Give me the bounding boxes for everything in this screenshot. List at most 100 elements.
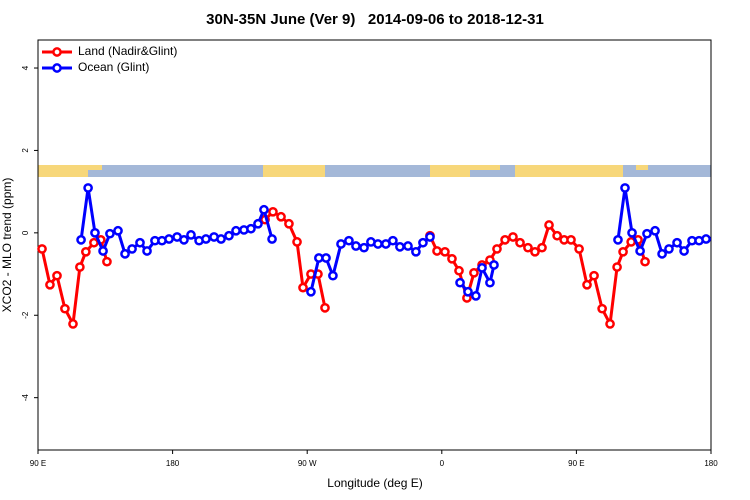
x-axis-label: Longitude (deg E) <box>327 476 422 490</box>
data-point <box>589 270 599 281</box>
data-point <box>292 237 302 247</box>
data-point <box>336 239 346 249</box>
data-point <box>259 204 269 215</box>
data-point <box>306 286 316 297</box>
data-point <box>508 232 518 242</box>
data-point <box>179 234 189 245</box>
data-point <box>388 235 398 246</box>
data-point <box>359 242 369 253</box>
land-strip <box>430 165 470 177</box>
data-point <box>454 265 464 276</box>
land-strip <box>263 165 325 177</box>
data-point <box>276 211 286 222</box>
data-point <box>37 244 47 254</box>
data-point <box>75 262 85 272</box>
y-tick-label: 0 <box>21 230 30 235</box>
data-point <box>45 279 55 290</box>
data-point <box>98 246 108 256</box>
data-point <box>267 234 277 244</box>
data-point <box>231 225 241 236</box>
data-point <box>432 246 442 256</box>
data-point <box>664 244 674 254</box>
data-point <box>320 302 330 313</box>
data-point <box>523 242 533 253</box>
data-point <box>440 246 450 257</box>
data-point <box>76 234 86 245</box>
x-tick-label: 90 E <box>568 459 584 468</box>
data-point <box>105 228 115 239</box>
data-point <box>618 246 628 257</box>
x-tick-label: 0 <box>440 459 445 468</box>
data-point <box>268 206 278 217</box>
legend-label: Land (Nadir&Glint) <box>78 44 177 58</box>
land-strip <box>636 165 648 170</box>
data-point <box>485 277 495 288</box>
data-point <box>284 218 294 229</box>
data-point <box>395 242 405 252</box>
data-point <box>52 270 62 281</box>
data-point <box>83 183 93 193</box>
y-tick-label: 4 <box>21 65 30 70</box>
data-point <box>597 303 607 314</box>
data-point <box>321 253 331 263</box>
data-point <box>298 282 308 293</box>
data-point <box>224 230 234 241</box>
x-tick-label: 90 W <box>298 459 317 468</box>
land-strip <box>38 165 88 177</box>
legend-label: Ocean (Glint) <box>78 60 149 74</box>
data-point <box>489 260 499 270</box>
data-point <box>60 303 70 314</box>
data-point <box>701 234 711 244</box>
data-point <box>135 237 145 248</box>
y-axis-label: XCO2 - MLO trend (ppm) <box>0 178 14 313</box>
data-point <box>186 230 196 240</box>
data-point <box>463 286 473 297</box>
data-point <box>672 237 682 248</box>
data-point <box>102 256 112 267</box>
y-tick-label: 2 <box>21 148 30 153</box>
data-point <box>403 241 413 251</box>
land-mask-strip <box>38 165 711 177</box>
data-point <box>605 319 615 329</box>
data-point <box>68 319 78 329</box>
data-point <box>328 270 338 281</box>
data-point <box>650 225 660 236</box>
data-point <box>640 256 650 267</box>
plot-frame <box>37 39 712 451</box>
data-point <box>253 218 263 229</box>
data-point <box>344 235 354 246</box>
data-point <box>469 267 479 278</box>
data-point <box>635 246 645 256</box>
data-point <box>500 234 510 245</box>
data-point <box>113 225 123 236</box>
data-point <box>471 291 481 301</box>
data-point <box>164 234 174 244</box>
data-point <box>120 249 130 259</box>
data-point <box>492 244 502 254</box>
data-point <box>216 234 226 244</box>
data-point <box>455 277 465 288</box>
data-point <box>544 220 554 230</box>
data-point <box>613 234 623 245</box>
data-point <box>657 249 667 259</box>
x-tick-label: 180 <box>166 459 180 468</box>
y-tick-label: -4 <box>21 394 30 402</box>
chart-title: 30N-35N June (Ver 9) 2014-09-06 to 2018-… <box>206 11 544 28</box>
land-strip <box>515 165 623 177</box>
data-point <box>515 237 525 248</box>
data-point <box>477 263 487 273</box>
data-point <box>620 183 630 193</box>
land-strip <box>470 165 500 170</box>
y-tick-label: -2 <box>21 311 30 319</box>
data-point <box>246 223 256 234</box>
legend-marker <box>52 63 62 73</box>
data-point <box>530 246 540 257</box>
data-point <box>142 246 152 256</box>
data-point <box>566 234 576 245</box>
data-point <box>81 246 91 257</box>
data-point <box>425 232 435 242</box>
data-point <box>447 253 457 264</box>
x-tick-label: 90 E <box>30 459 46 468</box>
data-point <box>627 227 637 238</box>
